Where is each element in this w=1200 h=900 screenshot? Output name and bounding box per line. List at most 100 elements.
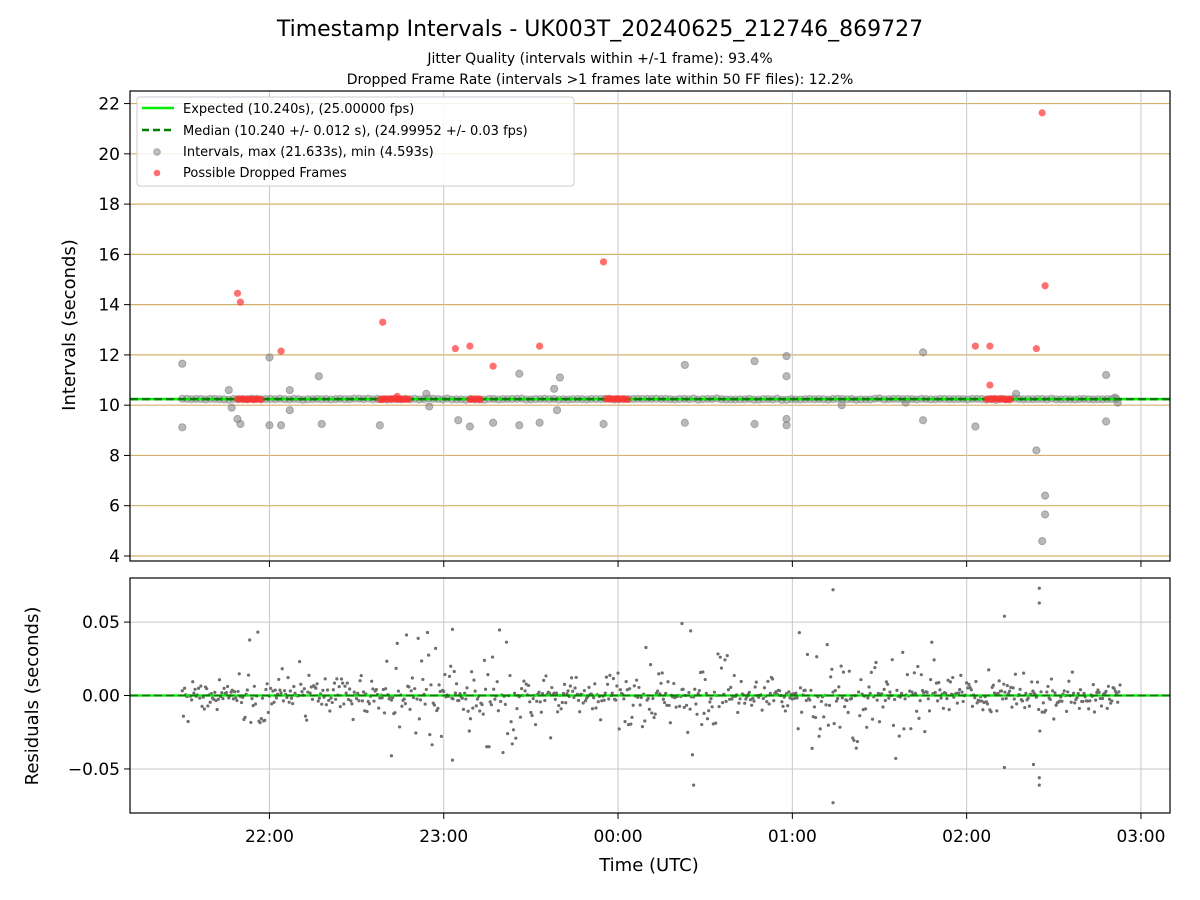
residual-point [243,715,247,719]
residual-point [1098,696,1102,701]
legend-intervals-label: Intervals, max (21.633s), min (4.593s) [183,145,434,160]
residual-point [572,695,576,700]
x-axis-label: Time (UTC) [598,855,699,876]
residual-point [681,687,685,691]
residual-point [752,699,756,703]
residual-point [354,696,359,701]
residual-point [378,696,382,700]
residual-point [414,731,418,735]
interval-point [489,418,498,427]
residual-point [877,720,882,724]
residual-point [327,698,331,702]
residual-point [724,699,728,704]
residual-point [630,715,634,719]
dropped-frame-point [489,362,497,370]
residual-point [248,638,252,642]
residual-point [230,688,234,692]
residual-point [697,688,701,693]
residual-point [686,730,690,734]
residual-point [385,659,389,663]
residual-point [967,682,971,687]
interval-point [680,418,689,427]
residual-point [587,685,591,689]
residual-point [409,689,413,693]
residual-point [629,722,633,726]
residual-point [199,684,203,688]
residual-point [280,667,284,671]
residual-point [772,699,776,703]
residual-point [592,696,596,700]
y-tick-label: 10 [98,396,120,416]
residual-point [1078,688,1083,692]
residual-point [909,727,913,731]
residual-point [808,698,812,702]
residual-point [543,698,547,703]
residual-point [540,691,545,696]
interval-point [265,353,274,362]
residual-point [490,655,495,659]
residual-point [181,714,186,718]
residual-point [894,756,898,761]
residual-point [665,703,669,707]
residual-point [1010,705,1014,709]
residual-point [973,696,977,700]
residual-point [496,709,500,713]
residual-point [817,734,821,738]
residual-point [237,672,241,676]
residual-point [730,697,734,701]
residual-point [453,691,457,695]
residual-point [696,691,700,696]
residual-point [639,695,643,700]
residual-point [1095,690,1099,695]
residual-point [738,697,742,701]
residual-point [310,697,315,701]
residual-point [1049,677,1054,681]
residual-point [495,680,499,684]
residual-point [913,691,918,695]
residual-point [960,690,964,694]
residual-point [666,680,670,684]
residual-point [559,707,563,711]
residual-point [603,691,607,695]
residual-point [832,722,836,726]
residual-point [662,700,667,705]
residual-point [395,641,399,645]
x-tick-label: 23:00 [419,827,468,847]
interval-point [1101,370,1111,380]
residual-point [1037,707,1041,712]
residual-point [513,691,517,695]
residual-point [941,706,946,710]
dropped-frame-point [476,395,484,403]
residual-point [926,697,930,701]
legend-dropped-label: Possible Dropped Frames [183,166,347,181]
residual-point [471,706,475,710]
residual-point [529,710,533,715]
residual-point [349,699,353,703]
residual-point [794,691,798,695]
residual-point [286,675,290,680]
residual-point [537,690,541,694]
residual-point [611,676,615,681]
residual-point [566,689,570,693]
dropped-frame-point [236,298,244,306]
residual-point [417,717,421,721]
residual-point [488,700,492,704]
residual-point [1015,702,1019,706]
residual-point [1060,699,1064,703]
interval-point [178,423,187,432]
residual-point [554,691,559,695]
residual-point [961,699,965,704]
residual-point [690,753,695,757]
residual-point [903,697,907,701]
residual-point [415,697,419,701]
residual-point [635,678,639,682]
residual-point [753,685,757,689]
residual-point [947,708,951,712]
residual-point [796,727,800,731]
residual-point [287,700,291,704]
residual-point [951,675,955,680]
residual-point [897,734,901,738]
residual-point [538,700,542,704]
residual-point [748,698,753,702]
